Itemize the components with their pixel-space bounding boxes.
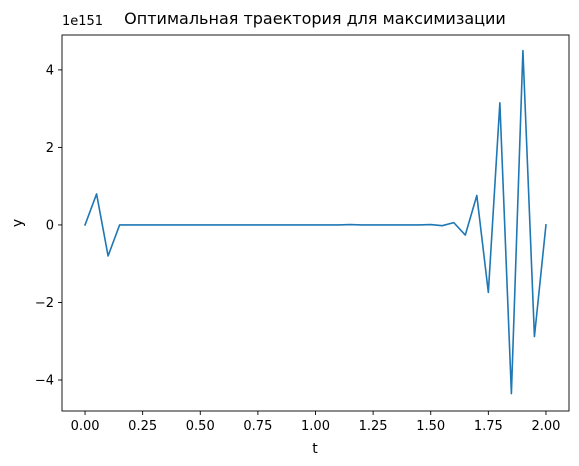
x-tick-label: 1.25 (359, 419, 388, 434)
y-axis-offset-text: 1e151 (62, 14, 103, 29)
x-axis-label: t (312, 441, 318, 457)
x-tick-label: 1.50 (416, 419, 445, 434)
x-tick-label: 0.00 (71, 419, 100, 434)
y-tick-label: −4 (35, 373, 54, 388)
x-tick-label: 0.75 (243, 419, 272, 434)
x-tick-label: 2.00 (531, 419, 560, 434)
y-tick-label: −2 (35, 296, 54, 311)
chart-title: Оптимальная траектория для максимизации (124, 9, 506, 28)
axis-ticks: 0.00 0.25 0.50 0.75 1.00 1.25 1.50 1.75 2.00 −4 −2… (35, 63, 561, 434)
y-tick-label: 4 (46, 63, 54, 78)
y-tick-label: 2 (46, 141, 54, 156)
y-tick-label: 0 (46, 218, 54, 233)
y-axis-label: y (10, 219, 26, 227)
series-line-0 (84, 49, 547, 395)
x-tick-label: 0.50 (186, 419, 215, 434)
x-tick-label: 1.75 (474, 419, 503, 434)
x-tick-label: 1.00 (301, 419, 330, 434)
x-tick-label: 0.25 (128, 419, 157, 434)
